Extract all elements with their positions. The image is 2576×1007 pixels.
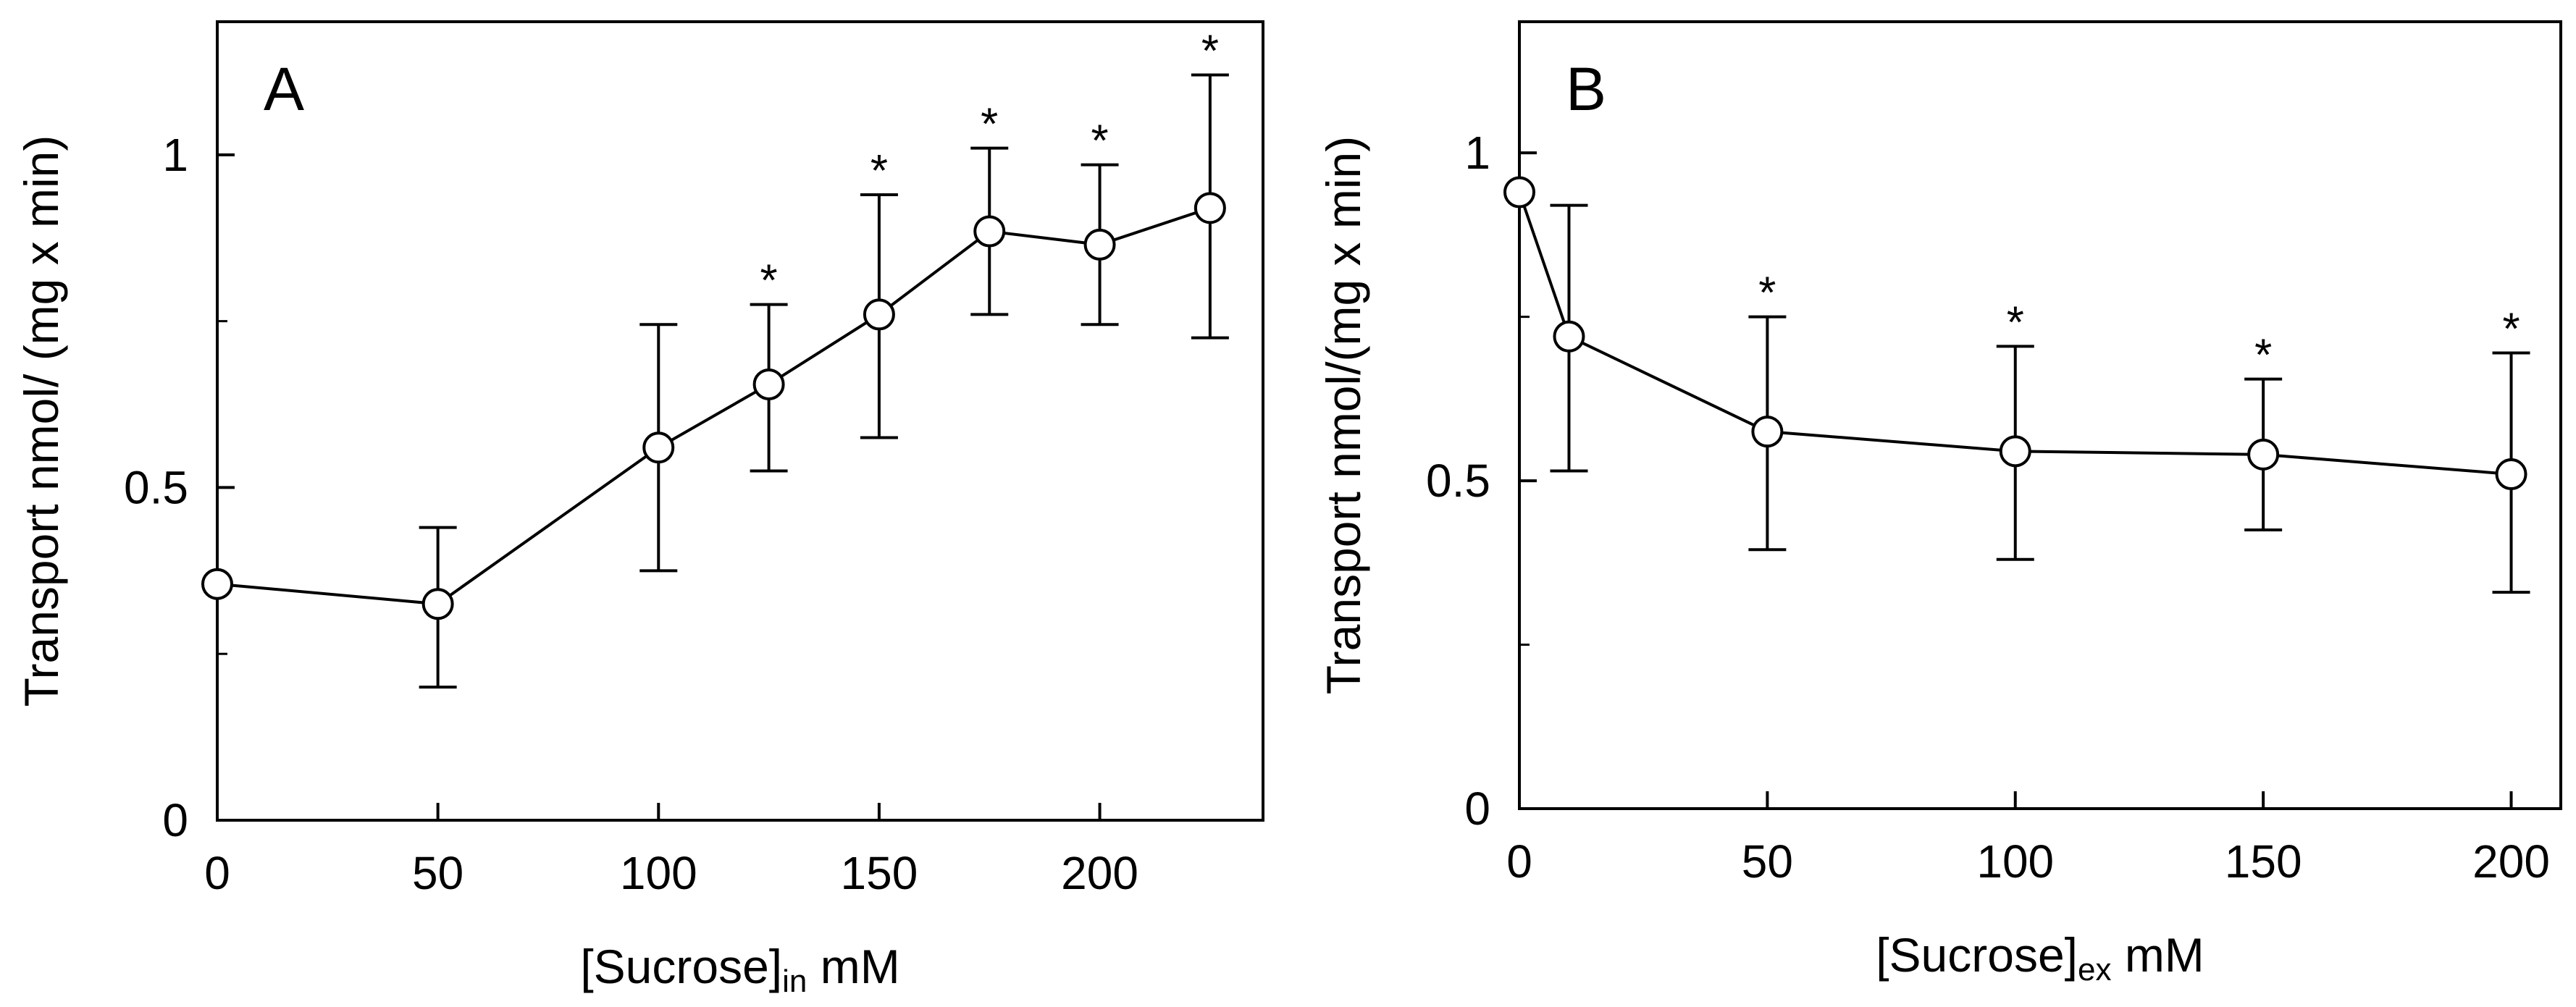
data-point xyxy=(1751,416,1784,448)
significance-star: * xyxy=(870,146,888,196)
plot-frame xyxy=(216,20,1264,822)
x-tick-label: 150 xyxy=(841,847,918,899)
panel-letter: B xyxy=(1566,55,1606,123)
x-axis-label-subscript: in xyxy=(782,964,807,999)
x-tick-label: 150 xyxy=(2225,835,2302,888)
y-axis-label: Transport nmol/ (mg x min) xyxy=(14,135,68,707)
y-axis-label: Transport nmol/(mg x min) xyxy=(1317,136,1370,694)
x-axis-label: [Sucrose]ex mM xyxy=(1876,928,2204,987)
x-tick-label: 50 xyxy=(1742,835,1793,888)
x-axis-label-unit: mM xyxy=(807,940,899,993)
y-tick-label: 0 xyxy=(162,794,188,846)
x-tick-label: 200 xyxy=(1061,847,1138,899)
data-point xyxy=(1503,176,1535,208)
x-tick-label: 0 xyxy=(204,847,230,899)
data-point xyxy=(201,568,233,600)
data-point xyxy=(2247,438,2280,471)
x-tick-label: 100 xyxy=(1976,835,2054,888)
data-point xyxy=(642,431,675,464)
significance-star: * xyxy=(1201,27,1219,77)
panel-letter: A xyxy=(264,55,304,123)
x-axis-label-main: [Sucrose] xyxy=(1876,928,2078,982)
significance-star: * xyxy=(1091,117,1108,167)
significance-star: * xyxy=(2007,298,2024,347)
panel-a: 0 0.5 1 0 50 100 150 200 [Sucrose]in mM Transport… xyxy=(14,20,1264,999)
panel-b: 0 0.5 1 0 50 100 150 200 [Sucrose]ex mM Transport… xyxy=(1317,20,2562,987)
data-point xyxy=(1999,435,2031,468)
y-tick-label: 1 xyxy=(1464,127,1490,179)
data-point xyxy=(973,215,1006,248)
data-point xyxy=(421,588,454,620)
y-tick-label: 1 xyxy=(162,129,188,181)
y-tick-label: 0.5 xyxy=(124,461,188,513)
y-tick-label: 0.5 xyxy=(1426,455,1490,507)
data-point xyxy=(1553,320,1585,353)
x-tick-label: 200 xyxy=(2472,835,2550,888)
x-axis-label-unit: mM xyxy=(2111,928,2204,982)
x-tick-label: 50 xyxy=(412,847,463,899)
series-line xyxy=(1518,191,2512,476)
plot-frame xyxy=(1518,20,2562,810)
significance-star: * xyxy=(2502,304,2520,354)
y-tick-label: 0 xyxy=(1464,783,1490,835)
significance-star: * xyxy=(1758,269,1776,319)
x-axis-label-main: [Sucrose] xyxy=(580,940,782,993)
data-point xyxy=(1193,192,1226,224)
significance-star: * xyxy=(760,256,778,306)
x-axis-label: [Sucrose]in mM xyxy=(580,940,899,999)
x-tick-label: 0 xyxy=(1506,835,1532,888)
significance-star: * xyxy=(2254,331,2272,381)
x-tick-label: 100 xyxy=(620,847,697,899)
data-point xyxy=(1083,228,1116,261)
data-point xyxy=(2495,458,2527,491)
significance-star: * xyxy=(981,100,998,150)
data-point xyxy=(863,298,895,331)
x-axis-label-subscript: ex xyxy=(2078,952,2111,987)
data-point xyxy=(752,368,785,400)
series-line xyxy=(217,206,1211,606)
